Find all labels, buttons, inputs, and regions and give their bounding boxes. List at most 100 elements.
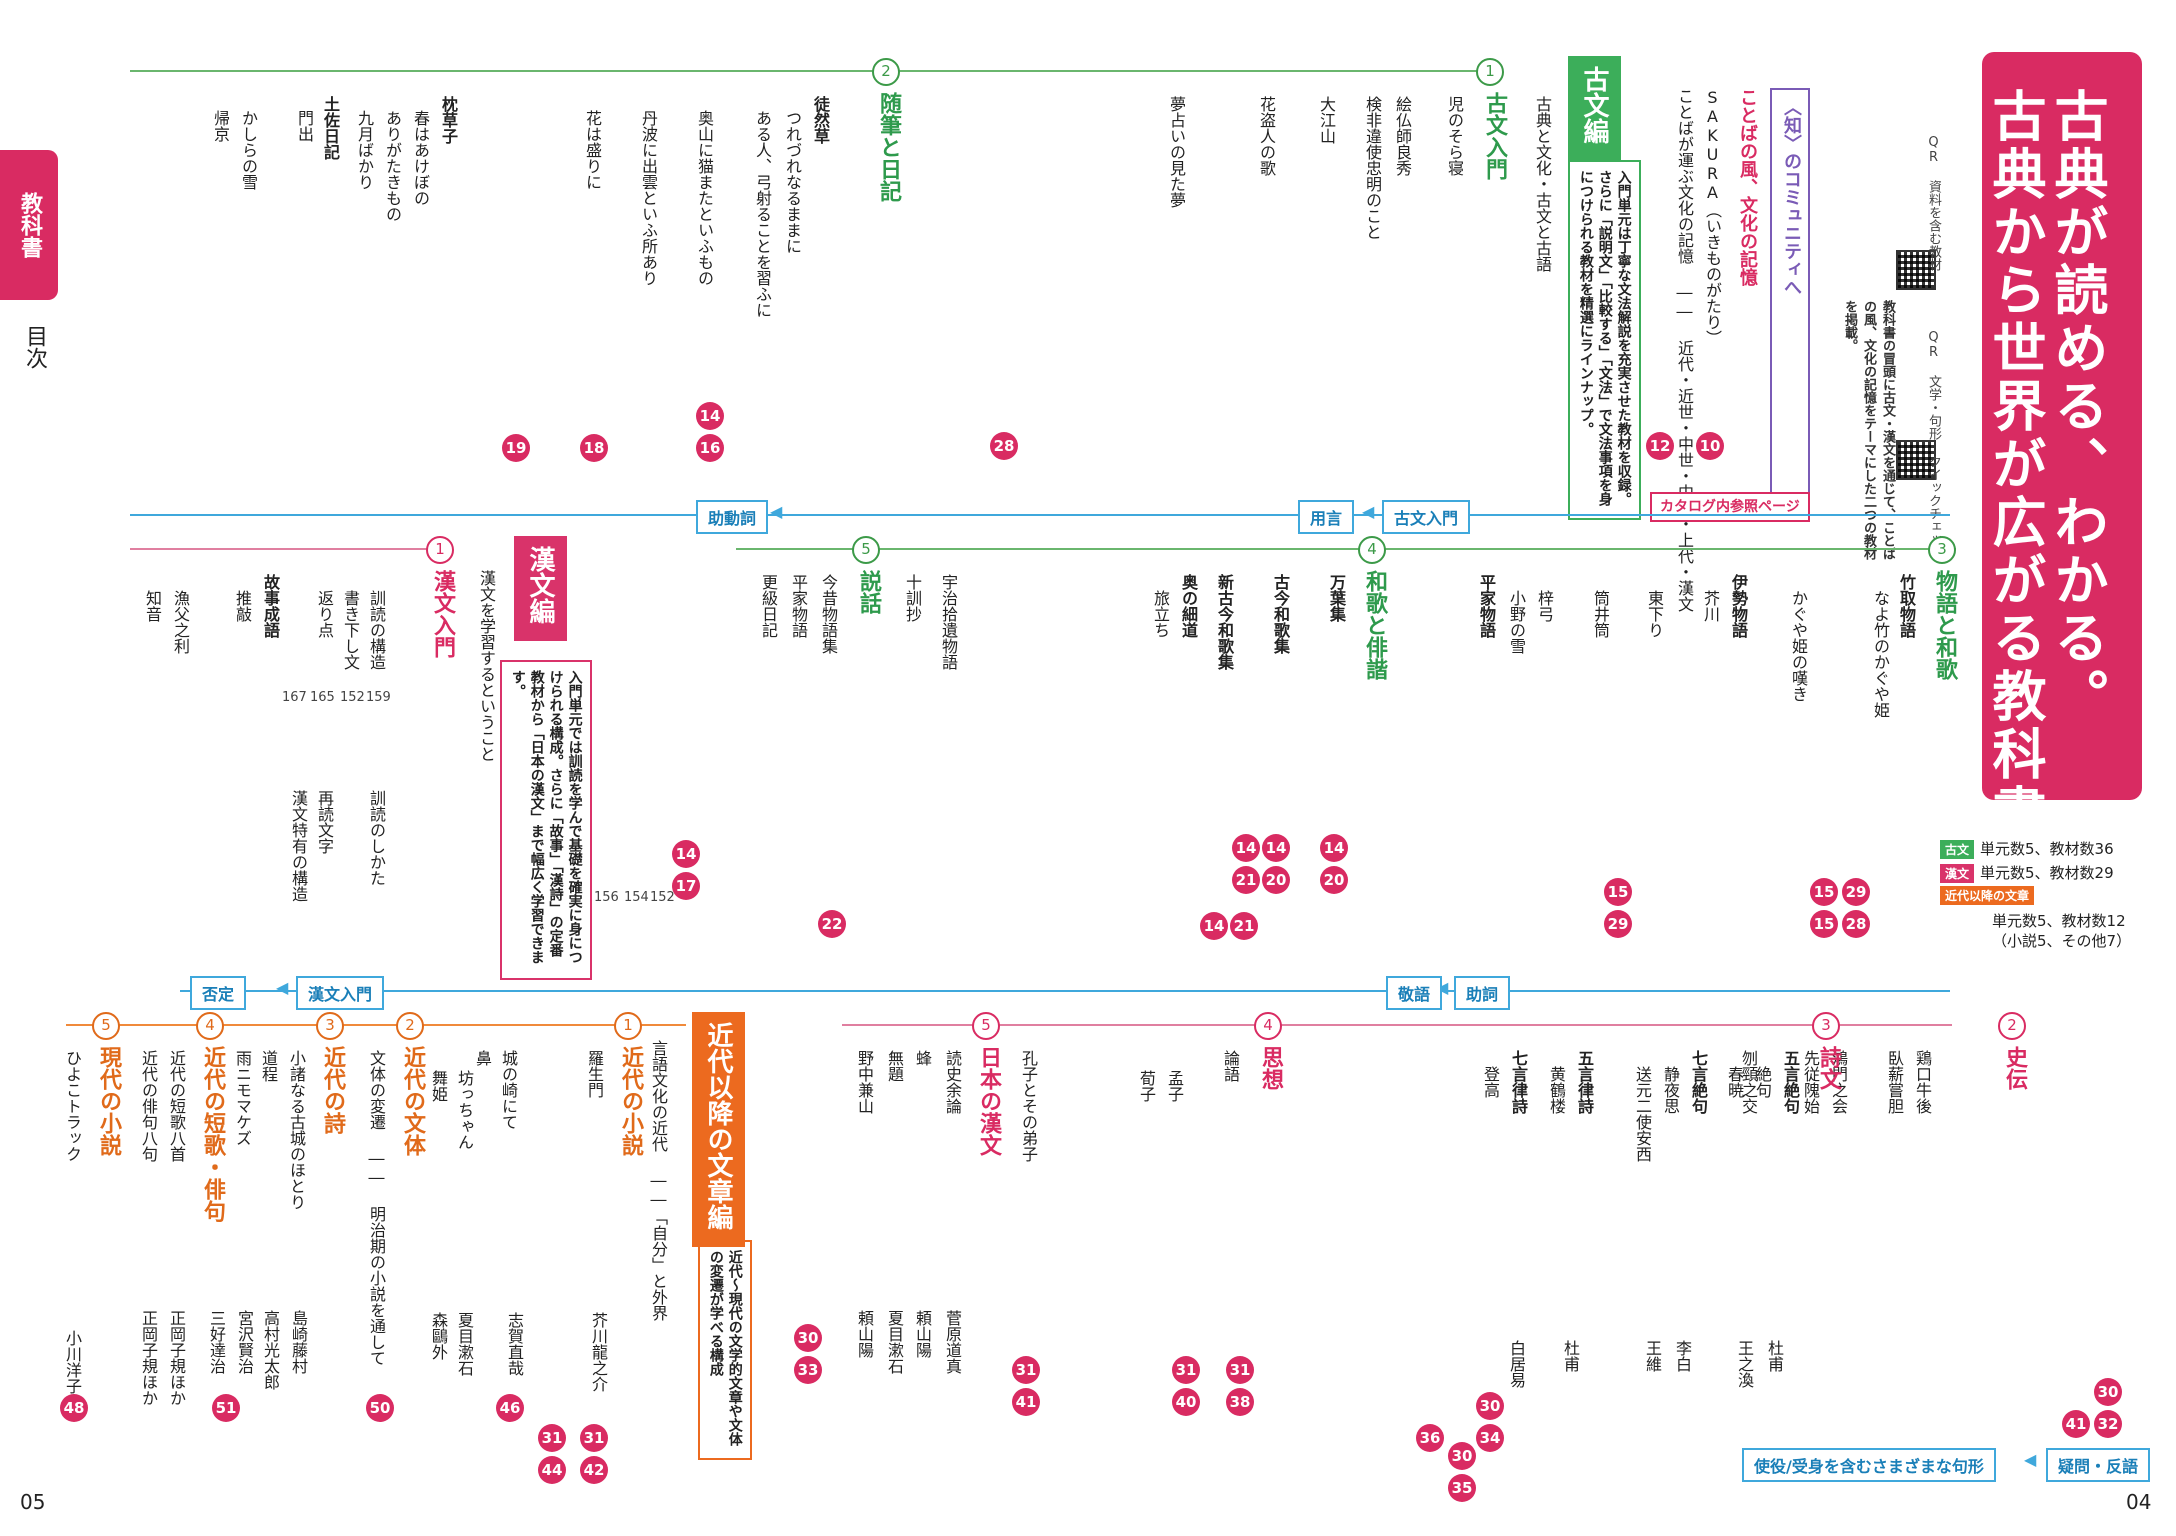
kanbun-item: 無題 — [885, 1050, 904, 1082]
page-badge[interactable]: 20 — [1262, 866, 1290, 894]
page-badge[interactable]: 36 — [1416, 1424, 1444, 1452]
page-badge[interactable]: 14 — [1200, 912, 1228, 940]
page-badge[interactable]: 28 — [1842, 910, 1870, 938]
page-badge[interactable]: 31 — [538, 1424, 566, 1452]
page-badge[interactable]: 31 — [1226, 1356, 1254, 1384]
kobun-item: かしらの雪 — [239, 110, 258, 190]
kanbun-item: 読史余論 — [943, 1050, 962, 1114]
unit-number: 3 — [1928, 536, 1956, 564]
community-item2: ことばが運ぶ文化の記憶 ―― 近代・近世・中世・中古・上代・漢文 — [1675, 88, 1694, 612]
kobun-item: 今昔物語集 — [819, 574, 838, 654]
section-label-kanbun: 漢文編 — [514, 536, 567, 641]
page-badge[interactable]: 51 — [212, 1394, 240, 1422]
page-badge[interactable]: 31 — [1012, 1356, 1040, 1384]
page-badge[interactable]: 35 — [1448, 1474, 1476, 1502]
page-badge[interactable]: 50 — [366, 1394, 394, 1422]
unit-number: 1 — [1476, 58, 1504, 86]
kanbun-note: 入門単元では訓読を学んで基礎を確実に身につけられる構成。さらに「故事」「漢詩」の… — [500, 660, 592, 980]
section-label-kindai: 近代以降の文章編 — [692, 1012, 745, 1247]
page-badge[interactable]: 41 — [2062, 1410, 2090, 1438]
grammar-step-jyoshi: 助詞 — [1454, 976, 1511, 1010]
page-badge[interactable]: 31 — [580, 1424, 608, 1452]
page-badge[interactable]: 31 — [1172, 1356, 1200, 1384]
page-badge[interactable]: 20 — [1320, 866, 1348, 894]
kanbun-item: 五言律詩 — [1575, 1050, 1594, 1114]
page-badge[interactable]: 15 — [1810, 910, 1838, 938]
kobun-item: なよ竹のかぐや姫 — [1871, 590, 1890, 718]
kanbun-item: 再読文字 — [315, 790, 334, 854]
kobun-item: 平家物語 — [1477, 574, 1496, 638]
page-badge[interactable]: 10 — [1696, 432, 1724, 460]
kobun-item: 奥の細道 — [1179, 574, 1198, 638]
unit-number: 2 — [872, 58, 900, 86]
page-badge[interactable]: 22 — [818, 910, 846, 938]
page-ref: 152 — [340, 690, 365, 705]
page-badge[interactable]: 14 — [1232, 834, 1260, 862]
page-badge[interactable]: 38 — [1226, 1388, 1254, 1416]
kanbun-item: 訓読の構造 — [367, 590, 386, 670]
unit-title-kindai-shi: 近代の詩 — [320, 1046, 345, 1134]
kindai-item: 小諸なる古城のほとり — [287, 1050, 306, 1210]
kobun-item: 梓弓 — [1535, 590, 1554, 622]
page-badge[interactable]: 30 — [1476, 1392, 1504, 1420]
page-badge[interactable]: 48 — [60, 1394, 88, 1422]
page-badge[interactable]: 28 — [990, 432, 1018, 460]
page-badge[interactable]: 14 — [672, 840, 700, 868]
kobun-item: 丹波に出雲といふ所あり — [639, 110, 658, 286]
kanbun-item: 絶句 — [1753, 1066, 1772, 1098]
page-badge[interactable]: 33 — [794, 1356, 822, 1384]
unit-title-shisou: 思想 — [1258, 1046, 1283, 1090]
grammar-step-gimon-hango: 疑問・反語 — [2046, 1448, 2151, 1482]
kanbun-item: 論語 — [1221, 1050, 1240, 1082]
page-badge[interactable]: 17 — [672, 872, 700, 900]
kindai-item: 城の崎にて — [499, 1050, 518, 1130]
page-badge[interactable]: 14 — [1262, 834, 1290, 862]
qr-code-icon[interactable] — [1896, 440, 1936, 480]
page-badge[interactable]: 16 — [696, 434, 724, 462]
author: 頼山陽 — [855, 1310, 874, 1358]
qr-label-quickcheck: QR 文学・句形 クイックチェック — [1926, 330, 1941, 559]
kobun-item: 春はあけぼの — [411, 110, 430, 206]
page-badge[interactable]: 30 — [1448, 1442, 1476, 1470]
page-badge[interactable]: 40 — [1172, 1388, 1200, 1416]
page-badge[interactable]: 41 — [1012, 1388, 1040, 1416]
page-badge[interactable]: 30 — [794, 1324, 822, 1352]
section-label-text: 近代以降の文章編 — [703, 1022, 733, 1230]
page-badge[interactable]: 44 — [538, 1456, 566, 1484]
page-badge[interactable]: 19 — [502, 434, 530, 462]
unit-number: 5 — [972, 1012, 1000, 1040]
kanbun-item: 野中兼山 — [855, 1050, 874, 1114]
unit-title-setsuwa: 説話 — [856, 570, 881, 614]
page-badge[interactable]: 42 — [580, 1456, 608, 1484]
qr-code-icon[interactable] — [1896, 250, 1936, 290]
kanbun-item: 蜂 — [913, 1050, 932, 1066]
page-badge[interactable]: 21 — [1230, 912, 1258, 940]
divider-kobun-mid — [736, 548, 1956, 550]
kobun-note: 入門単元は丁寧な文法解説を充実させた教材を収録。さらに「説明文」「比較する」「文… — [1568, 160, 1641, 520]
author: 夏目漱石 — [885, 1310, 904, 1374]
page-badge[interactable]: 46 — [496, 1394, 524, 1422]
page-badge[interactable]: 14 — [1320, 834, 1348, 862]
page-badge[interactable]: 18 — [580, 434, 608, 462]
author: 島崎藤村 — [289, 1310, 308, 1374]
kanbun-item: 訓読のしかた — [367, 790, 386, 886]
legend-kindai-text: 単元数5、教材数12 — [1992, 912, 2126, 930]
page-badge[interactable]: 30 — [2094, 1378, 2122, 1406]
kobun-item: かぐや姫の嘆き — [1789, 590, 1808, 702]
page-badge[interactable]: 29 — [1604, 910, 1632, 938]
page-badge[interactable]: 15 — [1810, 878, 1838, 906]
page-badge[interactable]: 12 — [1646, 432, 1674, 460]
page-badge[interactable]: 32 — [2094, 1410, 2122, 1438]
unit-number: 3 — [1812, 1012, 1840, 1040]
legend-tag: 古文 — [1940, 840, 1975, 859]
sidebar-tab-textbook[interactable]: 教科書 — [0, 150, 58, 300]
arrow-left-icon: ◀ — [2024, 1450, 2037, 1469]
kindai-item: 羅生門 — [585, 1050, 604, 1098]
page-badge[interactable]: 29 — [1842, 878, 1870, 906]
page-badge[interactable]: 21 — [1232, 866, 1260, 894]
page-badge[interactable]: 34 — [1476, 1424, 1504, 1452]
page-badge[interactable]: 15 — [1604, 878, 1632, 906]
kanbun-item: 漁父之利 — [171, 590, 190, 654]
legend-kobun: 古文 単元数5、教材数36 — [1940, 838, 2114, 859]
page-badge[interactable]: 14 — [696, 402, 724, 430]
